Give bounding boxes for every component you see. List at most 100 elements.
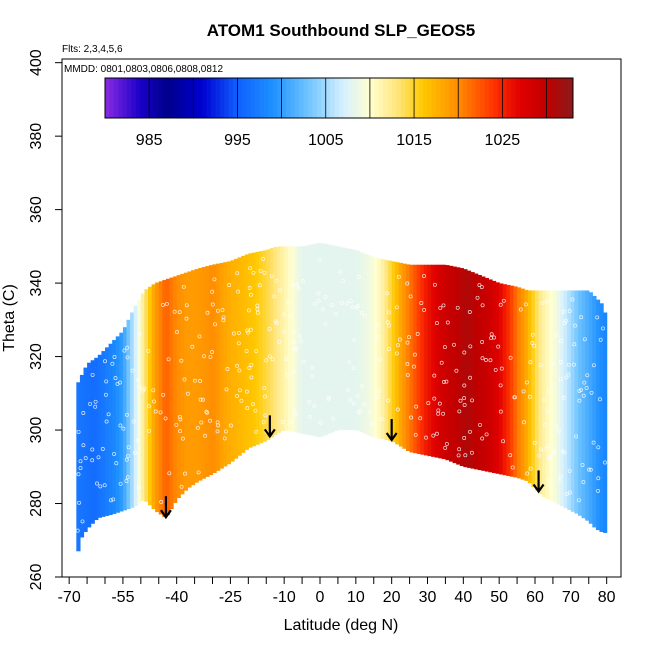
colorbar-segment xyxy=(568,78,574,118)
observation-point xyxy=(262,270,267,275)
observation-point xyxy=(125,355,130,360)
observation-point xyxy=(584,386,589,390)
observation-point xyxy=(356,275,361,279)
y-tick-label: 400 xyxy=(28,49,45,76)
colorbar-segment xyxy=(462,78,468,118)
observation-point xyxy=(376,389,381,394)
heatmap-column xyxy=(391,261,396,443)
observation-point xyxy=(253,408,258,413)
x-tick-label: 40 xyxy=(454,589,472,606)
observation-point xyxy=(248,292,253,297)
colorbar-segment xyxy=(352,78,358,118)
heatmap-column xyxy=(212,264,217,474)
observation-point xyxy=(125,475,130,480)
heatmap-column xyxy=(226,261,232,465)
colorbar-segment xyxy=(361,78,366,118)
observation-point xyxy=(424,435,428,440)
observation-point xyxy=(422,307,427,312)
colorbar-segment xyxy=(489,78,495,118)
heatmap-column xyxy=(380,259,386,440)
observation-point xyxy=(581,480,586,485)
observation-point xyxy=(434,321,439,326)
colorbar-segment xyxy=(180,78,185,118)
colorbar-segment xyxy=(268,78,274,118)
observation-point xyxy=(245,328,250,333)
observation-point xyxy=(522,420,526,425)
observation-point xyxy=(175,330,179,335)
observation-point xyxy=(292,329,297,334)
heatmap-column xyxy=(255,251,260,445)
colorbar: 985 995 1005 1015 1025 xyxy=(104,77,574,149)
colorbar-segment xyxy=(233,78,238,118)
observation-point xyxy=(432,396,437,401)
colorbar-segment xyxy=(109,78,115,118)
observation-point xyxy=(397,337,402,342)
observation-point xyxy=(215,429,220,434)
heatmap-column xyxy=(316,243,321,438)
observation-point xyxy=(360,310,365,315)
observation-point xyxy=(236,289,240,294)
observation-point xyxy=(331,416,335,421)
observation-point xyxy=(317,258,322,263)
heatmap-column xyxy=(97,354,103,518)
heatmap-column xyxy=(377,258,382,439)
observation-point xyxy=(570,297,575,302)
observation-point xyxy=(470,398,475,403)
observation-point xyxy=(196,470,201,475)
colorbar-segment xyxy=(259,78,265,118)
observation-point xyxy=(235,393,239,398)
colorbar-segment xyxy=(188,78,194,118)
observation-point xyxy=(249,375,254,380)
observation-point xyxy=(564,375,569,380)
observation-point xyxy=(458,398,463,403)
observation-point xyxy=(523,302,528,307)
observation-point xyxy=(431,433,436,438)
chart-title: ATOM1 Southbound SLP_GEOS5 xyxy=(207,21,476,40)
observation-point xyxy=(257,283,262,288)
observation-point xyxy=(457,409,462,414)
colorbar-segment xyxy=(153,78,159,118)
heatmap-column xyxy=(574,290,579,514)
heatmap-column xyxy=(173,276,178,503)
colorbar-segment xyxy=(149,78,155,118)
observation-point xyxy=(223,429,228,434)
observation-point xyxy=(278,288,282,293)
heatmap-column xyxy=(388,260,393,441)
observation-point xyxy=(75,528,80,533)
observation-point xyxy=(178,429,183,434)
observation-point xyxy=(377,357,382,362)
heatmap-column xyxy=(191,270,196,486)
observation-point xyxy=(312,301,317,306)
observation-point xyxy=(76,429,81,434)
colorbar-segment xyxy=(493,78,499,118)
observation-point xyxy=(280,419,285,424)
observation-point xyxy=(78,466,83,471)
observation-point xyxy=(524,380,529,385)
observation-point xyxy=(146,348,151,353)
colorbar-segment xyxy=(520,78,525,118)
observation-point xyxy=(151,388,156,393)
heatmap-column xyxy=(567,290,572,510)
observation-point xyxy=(532,440,537,445)
heatmap-column xyxy=(402,263,407,449)
observation-point xyxy=(468,344,473,349)
observation-point xyxy=(333,312,338,316)
observation-point xyxy=(532,343,537,348)
heatmap-column xyxy=(406,264,411,451)
observation-point xyxy=(501,439,506,444)
observation-point xyxy=(387,310,391,315)
observation-point xyxy=(468,375,473,380)
observation-point xyxy=(286,300,291,305)
observation-point xyxy=(385,320,390,325)
observation-point xyxy=(419,301,424,305)
observation-point xyxy=(249,362,254,367)
observation-point xyxy=(530,332,535,337)
colorbar-segment xyxy=(294,78,300,118)
observation-point xyxy=(246,330,250,335)
heatmap-column xyxy=(481,276,486,471)
heatmap-column xyxy=(187,271,192,488)
heatmap-column xyxy=(527,290,533,484)
observation-point xyxy=(273,319,278,324)
observation-point xyxy=(368,410,373,415)
colorbar-segment xyxy=(175,78,181,118)
